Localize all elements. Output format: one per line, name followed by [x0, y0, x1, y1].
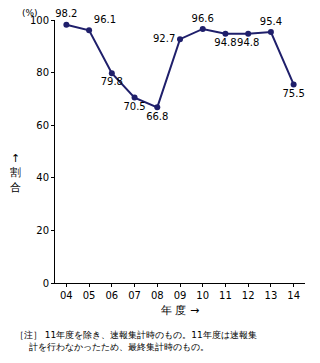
svg-text:94.8: 94.8: [214, 37, 236, 48]
svg-text:79.8: 79.8: [101, 76, 123, 87]
svg-text:60: 60: [36, 120, 49, 131]
svg-text:96.6: 96.6: [192, 13, 214, 24]
svg-text:年 度 →: 年 度 →: [161, 304, 199, 317]
svg-text:11: 11: [219, 290, 232, 301]
svg-text:0: 0: [43, 278, 49, 289]
svg-text:05: 05: [83, 290, 96, 301]
svg-text:66.8: 66.8: [146, 111, 168, 122]
svg-text:96.1: 96.1: [94, 14, 116, 25]
svg-text:80: 80: [36, 67, 49, 78]
svg-text:70.5: 70.5: [123, 101, 145, 112]
svg-text:98.2: 98.2: [55, 8, 77, 19]
svg-text:75.5: 75.5: [283, 88, 305, 99]
svg-text:06: 06: [105, 290, 118, 301]
svg-text:07: 07: [128, 290, 141, 301]
svg-text:08: 08: [151, 290, 164, 301]
svg-text:13: 13: [265, 290, 278, 301]
svg-text:(%): (%): [22, 8, 38, 18]
svg-text:94.8: 94.8: [237, 37, 259, 48]
svg-text:40: 40: [36, 172, 49, 183]
svg-text:92.7: 92.7: [153, 33, 175, 44]
svg-text:09: 09: [174, 290, 187, 301]
svg-text:12: 12: [242, 290, 255, 301]
svg-text:20: 20: [36, 225, 49, 236]
svg-text:↑割合: ↑割合: [10, 152, 21, 194]
svg-text:04: 04: [60, 290, 73, 301]
svg-text:14: 14: [287, 290, 300, 301]
svg-text:95.4: 95.4: [260, 16, 282, 27]
svg-text:100: 100: [30, 15, 49, 26]
svg-text:10: 10: [196, 290, 209, 301]
svg-text:［注］ 11年度を除き、速報集計時のもの。11年度は速報集: ［注］ 11年度を除き、速報集計時のもの。11年度は速報集 計を行わなかったため…: [15, 330, 257, 352]
